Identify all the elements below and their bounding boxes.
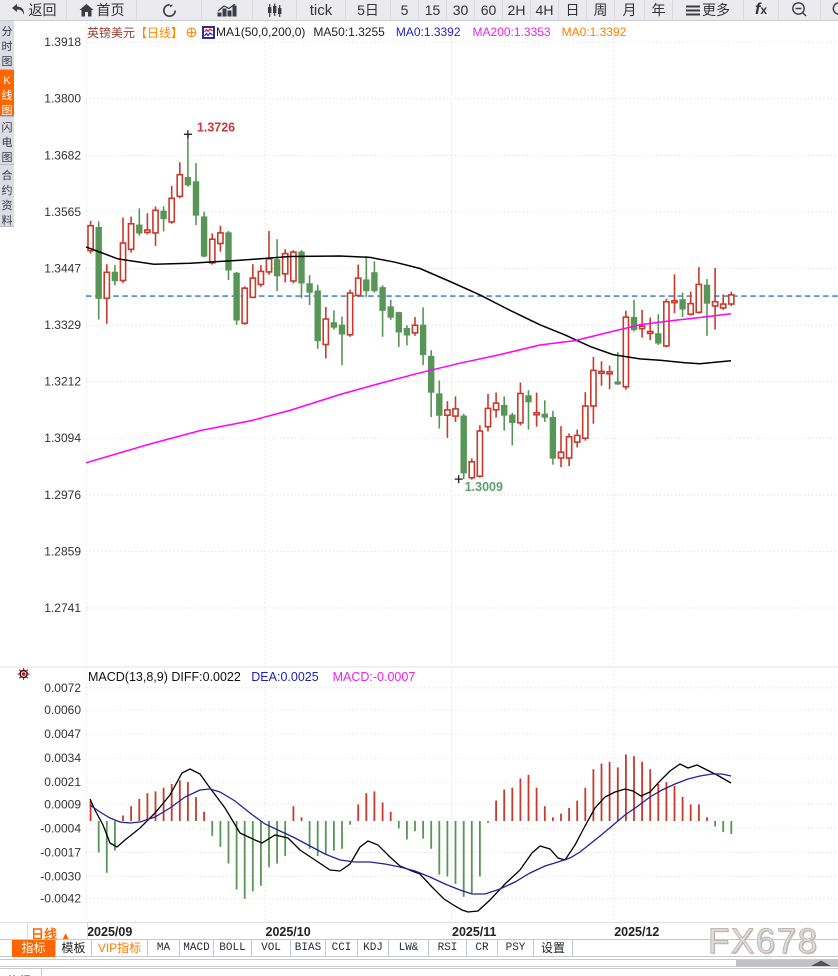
svg-text:-0.0030: -0.0030 xyxy=(40,870,81,884)
svg-text:1.3212: 1.3212 xyxy=(44,375,81,389)
svg-text:1.3565: 1.3565 xyxy=(44,205,81,219)
svg-text:1.2859: 1.2859 xyxy=(44,544,81,558)
svg-text:1.2741: 1.2741 xyxy=(44,601,81,615)
svg-text:2025/09: 2025/09 xyxy=(87,925,132,939)
svg-text:0.0021: 0.0021 xyxy=(44,775,81,789)
svg-text:1.3447: 1.3447 xyxy=(44,262,81,276)
svg-text:2025/10: 2025/10 xyxy=(266,925,311,939)
svg-text:1.3329: 1.3329 xyxy=(44,318,81,332)
svg-text:-0.0017: -0.0017 xyxy=(40,846,81,860)
svg-text:1.2976: 1.2976 xyxy=(44,488,81,502)
svg-text:1.3682: 1.3682 xyxy=(44,149,81,163)
svg-text:1.3800: 1.3800 xyxy=(44,92,81,106)
svg-text:0.0009: 0.0009 xyxy=(44,797,81,811)
svg-text:2025/12: 2025/12 xyxy=(614,925,659,939)
svg-text:-0.0042: -0.0042 xyxy=(40,892,81,906)
svg-text:0.0060: 0.0060 xyxy=(44,703,81,717)
svg-text:0.0072: 0.0072 xyxy=(44,681,81,695)
svg-text:MACD(13,8,9) DIFF:0.0022 DEA: MACD(13,8,9) DIFF:0.0022 DEA:0.0025 MACD… xyxy=(88,670,415,684)
svg-text:0.0047: 0.0047 xyxy=(44,727,81,741)
svg-text:2025/11: 2025/11 xyxy=(452,925,497,939)
svg-text:0.0034: 0.0034 xyxy=(44,751,81,765)
svg-text:-0.0004: -0.0004 xyxy=(40,821,81,835)
svg-text:1.3094: 1.3094 xyxy=(44,431,81,445)
svg-text:1.3918: 1.3918 xyxy=(44,35,81,49)
svg-text:1.3009: 1.3009 xyxy=(465,480,503,494)
svg-text:1.3726: 1.3726 xyxy=(197,120,235,134)
